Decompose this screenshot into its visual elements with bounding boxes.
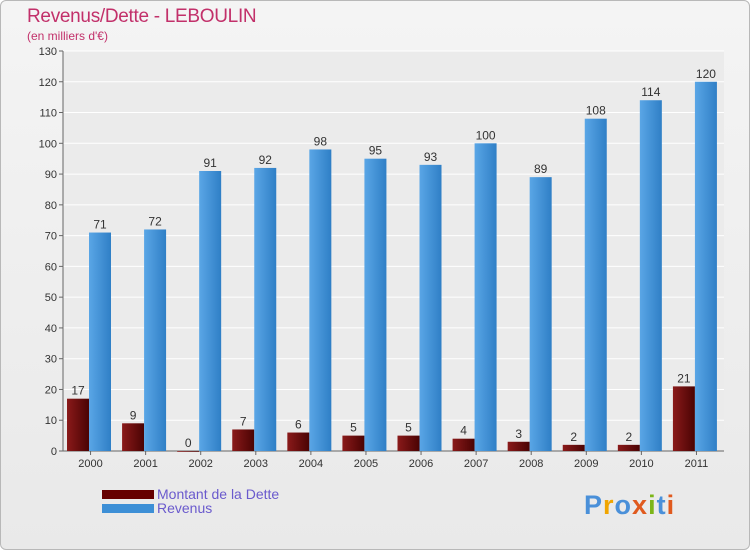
x-tick-label: 2001: [133, 458, 157, 470]
y-tick-label: 0: [51, 446, 57, 458]
data-label-revenue: 95: [369, 144, 383, 158]
bar-debt: [507, 441, 530, 451]
data-label-debt: 5: [405, 421, 412, 435]
logo-letter: o: [614, 490, 633, 520]
logo-letter: r: [603, 490, 615, 520]
bar-revenue: [364, 158, 387, 451]
y-tick-label: 70: [45, 231, 57, 243]
logo-letter: t: [656, 490, 667, 520]
data-label-revenue: 72: [148, 214, 162, 228]
data-label-debt: 0: [185, 436, 192, 450]
bar-debt: [397, 435, 420, 451]
y-tick-label: 130: [39, 46, 57, 58]
logo-letter: i: [648, 490, 657, 520]
data-label-debt: 17: [71, 384, 85, 398]
x-tick-label: 2006: [409, 458, 433, 470]
data-label-debt: 5: [350, 421, 357, 435]
x-tick-label: 2011: [685, 458, 709, 470]
bar-debt: [562, 444, 585, 451]
data-label-debt: 2: [625, 430, 632, 444]
data-label-revenue: 89: [534, 162, 548, 176]
legend-swatch-debt: [102, 489, 154, 499]
x-tick-label: 2005: [354, 458, 378, 470]
y-tick-label: 120: [39, 77, 57, 89]
x-tick-label: 2008: [519, 458, 543, 470]
y-tick-label: 100: [39, 138, 57, 150]
legend-item-debt: Montant de la Dette: [102, 487, 279, 501]
data-label-debt: 6: [295, 418, 302, 432]
bar-revenue: [584, 118, 607, 451]
logo-letter: i: [666, 490, 676, 520]
logo-letter: x: [632, 490, 649, 520]
x-tick-label: 2002: [188, 458, 212, 470]
plot-area: [63, 51, 724, 451]
data-label-revenue: 92: [259, 153, 273, 167]
data-label-debt: 7: [240, 414, 247, 428]
y-tick-label: 110: [39, 108, 57, 120]
bar-debt: [617, 444, 640, 451]
bar-revenue: [309, 149, 332, 451]
legend-label-revenue: Revenus: [157, 500, 213, 516]
data-label-revenue: 98: [314, 134, 328, 148]
bar-revenue: [639, 100, 662, 451]
x-tick-label: 2010: [629, 458, 653, 470]
y-tick-label: 50: [45, 292, 57, 304]
legend-swatch-revenue: [102, 503, 154, 513]
bar-debt: [342, 435, 365, 451]
bar-revenue: [144, 229, 167, 451]
x-tick-label: 2007: [464, 458, 488, 470]
data-label-debt: 4: [460, 424, 467, 438]
proxiti-logo: Proxiti: [584, 490, 675, 521]
bar-revenue: [254, 167, 277, 451]
data-label-revenue: 114: [641, 85, 660, 99]
data-label-revenue: 120: [696, 67, 716, 81]
x-tick-label: 2000: [78, 458, 102, 470]
bar-debt: [232, 429, 255, 451]
legend-label-debt: Montant de la Dette: [157, 486, 280, 502]
chart-subtitle: (en milliers d'€): [27, 29, 108, 43]
y-tick-label: 80: [45, 200, 57, 212]
bar-revenue: [529, 177, 552, 451]
chart-title: Revenus/Dette - LEBOULIN: [27, 6, 257, 27]
bar-debt: [452, 438, 475, 451]
legend-item-revenue: Revenus: [102, 501, 279, 515]
bar-revenue: [694, 81, 717, 452]
bar-revenue: [419, 164, 442, 451]
data-label-debt: 3: [515, 427, 522, 441]
x-tick-label: 2004: [299, 458, 323, 470]
y-tick-label: 30: [45, 354, 57, 366]
bar-debt: [287, 432, 310, 451]
y-tick-label: 20: [45, 384, 57, 396]
legend: Montant de la Dette Revenus: [102, 487, 279, 515]
y-tick-label: 40: [45, 323, 57, 335]
bar-revenue: [199, 171, 222, 451]
data-label-revenue: 71: [93, 218, 107, 232]
y-tick-label: 60: [45, 261, 57, 273]
data-label-debt: 9: [130, 408, 137, 422]
data-label-revenue: 91: [203, 156, 217, 170]
data-label-revenue: 93: [424, 150, 438, 164]
y-tick-label: 90: [45, 169, 57, 181]
x-tick-label: 2003: [244, 458, 268, 470]
x-tick-label: 2009: [574, 458, 598, 470]
bar-debt: [122, 423, 145, 451]
bar-revenue: [89, 232, 111, 451]
data-label-revenue: 108: [586, 104, 606, 118]
bar-debt: [672, 386, 695, 451]
data-label-debt: 21: [677, 371, 691, 385]
y-tick-label: 10: [45, 415, 57, 427]
bar-debt: [67, 398, 89, 451]
bar-debt: [177, 451, 200, 452]
bar-revenue: [474, 143, 497, 452]
logo-letter: P: [584, 490, 604, 520]
data-label-debt: 2: [570, 430, 577, 444]
data-label-revenue: 100: [476, 128, 496, 142]
